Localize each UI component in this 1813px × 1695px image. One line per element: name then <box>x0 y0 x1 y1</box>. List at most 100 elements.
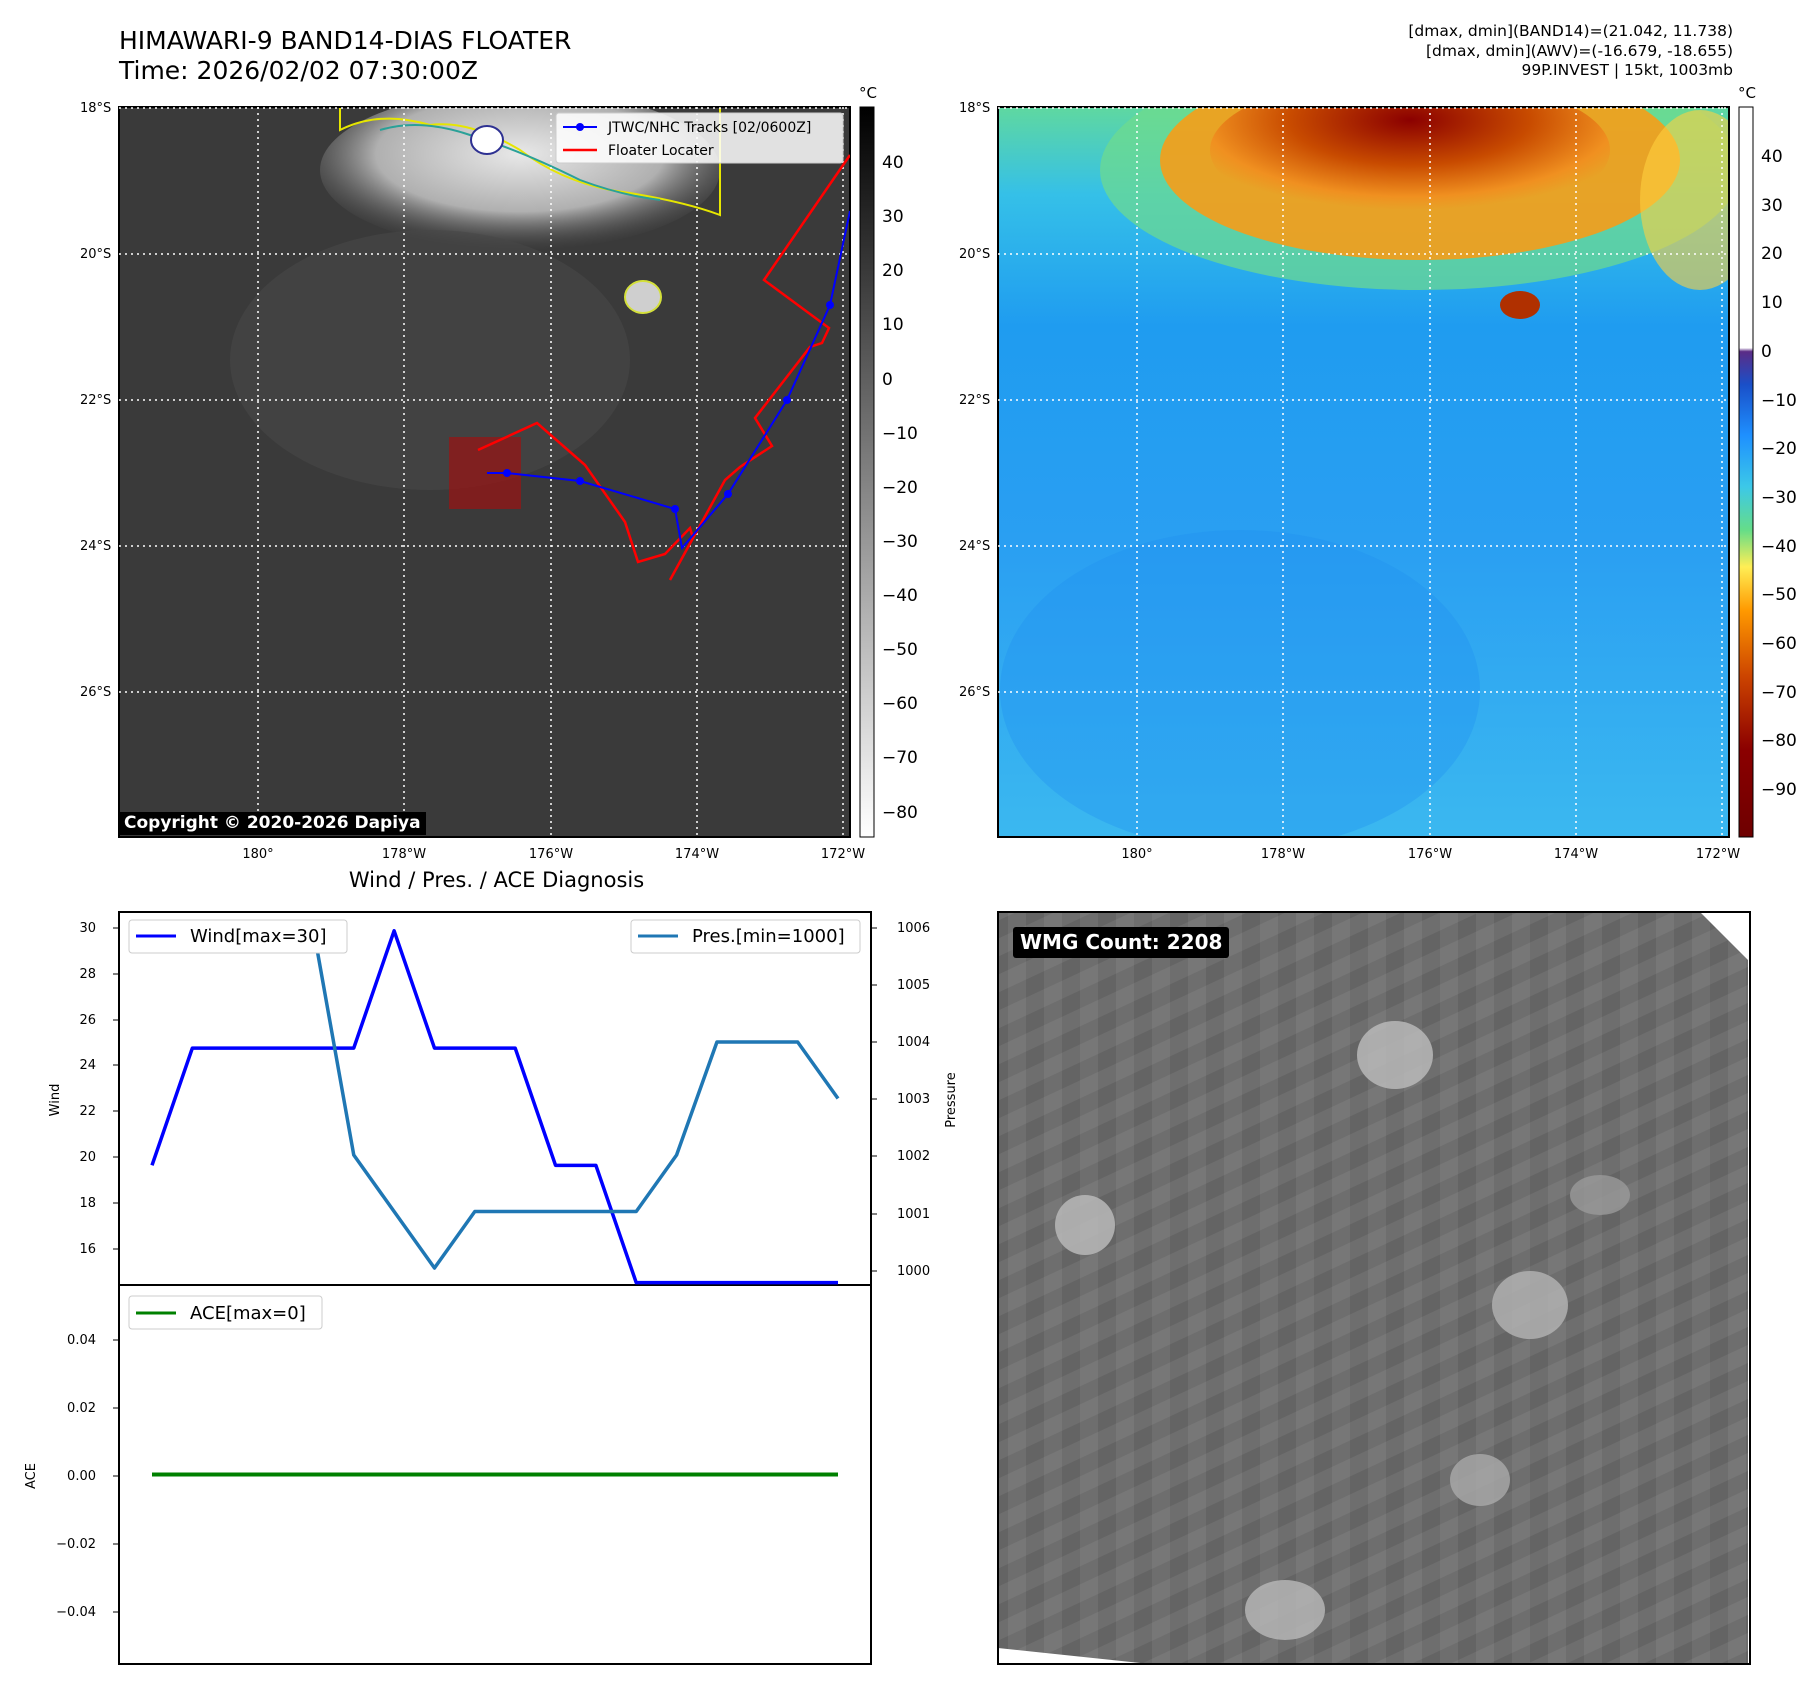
lon-label: 176°W <box>529 847 573 862</box>
colorbar-tick: 20 <box>1761 244 1783 264</box>
track-point <box>724 490 732 498</box>
colorbar-tick: 0 <box>882 370 893 390</box>
wind-ticks: 30 28 26 24 22 20 18 16 <box>79 921 96 1257</box>
info-awv-range: [dmax, dmin](AWV)=(-16.679, -18.655) <box>1426 41 1733 60</box>
awv-colorbar-ticks: 40 30 20 10 0 −10 −20 −30 −40 −50 −60 −7… <box>1761 147 1797 800</box>
lon-label: 172°W <box>821 847 865 862</box>
wind-tick: 20 <box>79 1150 96 1165</box>
title-satellite: HIMAWARI-9 BAND14-DIAS FLOATER <box>119 26 572 55</box>
colorbar-tick: −40 <box>882 586 918 606</box>
lat-label: 24°S <box>80 539 111 554</box>
legend-floater-label: Floater Locater <box>608 143 714 159</box>
lat-label: 20°S <box>80 247 111 262</box>
tracks <box>477 154 850 581</box>
lon-label: 176°W <box>1408 847 1452 862</box>
colorbar-tick: −50 <box>882 640 918 660</box>
ir-map <box>119 107 850 837</box>
colorbar-tick: −40 <box>1761 537 1797 557</box>
copyright-badge: Copyright © 2020-2026 Dapiya <box>119 812 426 835</box>
wind-pres-axes <box>118 911 872 1286</box>
wind-tick: 18 <box>79 1196 96 1211</box>
wmg-panel <box>998 912 1748 1664</box>
track-point <box>783 396 791 404</box>
lat-label: 18°S <box>959 101 990 116</box>
colorbar-tick: −10 <box>1761 391 1797 411</box>
ir-lat-labels: 18°S 20°S 22°S 24°S 26°S <box>80 101 111 700</box>
lon-label: 174°W <box>675 847 719 862</box>
wind-legend: Wind[max=30] <box>128 919 348 954</box>
colorbar-tick: −70 <box>882 748 918 768</box>
wind-pres-series <box>150 927 840 1285</box>
pres-ticks: 1006 1005 1004 1003 1002 1001 1000 <box>897 921 930 1279</box>
diagnosis-title: Wind / Pres. / ACE Diagnosis <box>348 868 645 892</box>
track-point <box>826 301 834 309</box>
wmg-bright-spot <box>1245 1580 1325 1640</box>
lon-label: 178°W <box>1261 847 1305 862</box>
pres-tick: 1001 <box>897 1207 930 1222</box>
colorbar-tick: 10 <box>1761 293 1783 313</box>
ace-tick: 0.00 <box>67 1469 96 1484</box>
wind-legend-label: Wind[max=30] <box>190 926 327 947</box>
awv-lon-labels: 180° 178°W 176°W 174°W 172°W <box>1121 847 1740 862</box>
jtwc-track <box>487 210 850 551</box>
pres-tick-marks <box>871 927 877 1272</box>
wmg-bright-spot <box>1570 1175 1630 1215</box>
colorbar-tick: −50 <box>1761 585 1797 605</box>
wind-tick: 24 <box>79 1058 96 1073</box>
ace-axes <box>118 1284 872 1665</box>
wmg-bright-spot <box>1450 1454 1510 1506</box>
colorbar-tick: 30 <box>882 207 904 227</box>
wind-line <box>150 929 838 1285</box>
wmg-bright-spot <box>1055 1195 1115 1255</box>
colorbar-tick: −60 <box>1761 634 1797 654</box>
awv-gridlines <box>998 107 1729 837</box>
awv-east-cloud <box>1640 110 1729 290</box>
colorbar-tick: −80 <box>1761 731 1797 751</box>
lat-label: 20°S <box>959 247 990 262</box>
awv-colorbar: °C 40 30 20 10 0 −10 −20 −30 −40 −50 −60… <box>1738 84 1797 838</box>
wmg-field <box>998 912 1748 1664</box>
track-point <box>576 477 584 485</box>
lon-label: 172°W <box>1696 847 1740 862</box>
colorbar-tick: −70 <box>1761 683 1797 703</box>
lon-label: 178°W <box>382 847 426 862</box>
ir-gridlines <box>119 107 850 837</box>
title-time: Time: 2026/02/02 07:30:00Z <box>119 56 478 85</box>
ir-contour-teal <box>379 124 661 201</box>
wmg-count-badge: WMG Count: 2208 <box>1013 927 1230 958</box>
pressure-line <box>152 927 840 1270</box>
pres-tick: 1000 <box>897 1264 930 1279</box>
ir-contour-core <box>470 125 504 155</box>
lon-label: 174°W <box>1554 847 1598 862</box>
ir-frame <box>118 106 851 838</box>
lat-label: 22°S <box>959 393 990 408</box>
lat-label: 18°S <box>80 101 111 116</box>
ace-tick: 0.02 <box>67 1401 96 1416</box>
wind-tick: 22 <box>79 1104 96 1119</box>
wmg-corner <box>1700 912 1748 960</box>
colorbar-tick: 20 <box>882 261 904 281</box>
colorbar-tick: −10 <box>882 424 918 444</box>
ir-colorbar-unit: °C <box>859 84 877 102</box>
pres-legend: Pres.[min=1000] <box>630 919 861 954</box>
colorbar-tick: −60 <box>882 694 918 714</box>
lat-label: 26°S <box>80 685 111 700</box>
colorbar-tick: −80 <box>882 803 918 823</box>
ir-legend: JTWC/NHC Tracks [02/0600Z] Floater Locat… <box>555 112 844 164</box>
wmg-bright-spot <box>1357 1021 1433 1089</box>
pres-axis-label: Pressure <box>944 1072 959 1128</box>
wmg-bright-spot <box>1492 1271 1568 1339</box>
ir-lon-labels: 180° 178°W 176°W 174°W 172°W <box>242 847 865 862</box>
wind-tick: 16 <box>79 1242 96 1257</box>
ir-colorbar: °C 40 30 20 10 0 −10 −20 −30 −40 −50 −60… <box>859 84 918 838</box>
ace-ticks: 0.04 0.02 0.00 −0.02 −0.04 <box>56 1333 96 1620</box>
awv-colorbar-unit: °C <box>1738 84 1756 102</box>
awv-cell <box>1500 291 1540 319</box>
awv-lat-labels: 18°S 20°S 22°S 24°S 26°S <box>959 101 990 700</box>
pres-legend-label: Pres.[min=1000] <box>692 926 845 947</box>
track-point <box>503 469 511 477</box>
ace-axis-label: ACE <box>24 1463 39 1489</box>
figure-title: HIMAWARI-9 BAND14-DIAS FLOATER Time: 202… <box>119 26 571 86</box>
ace-legend: ACE[max=0] <box>128 1295 323 1330</box>
